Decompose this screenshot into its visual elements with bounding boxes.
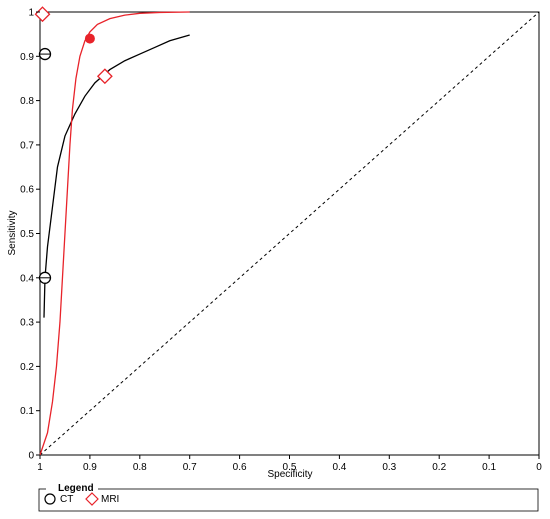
legend-title-bg — [46, 482, 98, 494]
legend-mri-label: MRI — [101, 494, 119, 505]
x-tick-label: 0 — [536, 462, 542, 473]
mri-sroc-curve — [39, 11, 190, 456]
reference-diagonal-line — [39, 11, 540, 456]
y-tick-label: 0.1 — [20, 406, 34, 417]
legend-ct-marker — [44, 493, 56, 505]
x-tick-label: 0.9 — [83, 462, 97, 473]
y-axis: 0 0.1 0.2 0.3 0.4 0.5 0.6 0.7 0.8 0.9 1 — [20, 8, 40, 462]
x-tick-label: 0.8 — [133, 462, 147, 473]
x-tick-label: 0.4 — [332, 462, 346, 473]
x-tick-label: 0.7 — [183, 462, 197, 473]
legend-ct-label: CT — [60, 494, 73, 505]
y-tick-label: 0.8 — [20, 96, 34, 107]
x-tick-label: 0.3 — [382, 462, 396, 473]
x-tick-label: 0.1 — [482, 462, 496, 473]
y-tick-label: 0.4 — [20, 273, 34, 284]
legend: Legend CT MRI — [38, 482, 539, 512]
x-tick-label: 0.5 — [283, 462, 297, 473]
y-tick-label: 0.2 — [20, 362, 34, 373]
y-tick-label: 0.7 — [20, 140, 34, 151]
reference-line-layer — [39, 11, 540, 456]
legend-box — [38, 488, 539, 512]
y-tick-label: 0.5 — [20, 229, 34, 240]
ct-sroc-curve — [43, 34, 190, 318]
y-tick-label: 0.9 — [20, 52, 34, 63]
x-axis: 1 0.9 0.8 0.7 0.6 0.5 0.4 0.3 0.2 0.1 0 — [37, 455, 542, 473]
legend-title: Legend — [58, 483, 94, 494]
y-tick-label: 1 — [28, 8, 34, 19]
x-tick-label: 0.2 — [432, 462, 446, 473]
x-tick-label: 0.6 — [233, 462, 247, 473]
y-tick-label: 0.6 — [20, 185, 34, 196]
mri-summary-point — [84, 33, 95, 44]
curve-layer — [39, 11, 190, 456]
point-layer — [34, 6, 113, 284]
x-axis-title: Specificity — [267, 469, 312, 480]
legend-mri-marker — [85, 492, 99, 506]
x-tick-label: 1 — [37, 462, 43, 473]
mri-study-point — [96, 68, 113, 85]
mri-study-point — [34, 6, 51, 23]
y-tick-label: 0.3 — [20, 318, 34, 329]
y-tick-label: 0 — [28, 451, 34, 462]
y-axis-title: Sensitivity — [7, 210, 18, 255]
